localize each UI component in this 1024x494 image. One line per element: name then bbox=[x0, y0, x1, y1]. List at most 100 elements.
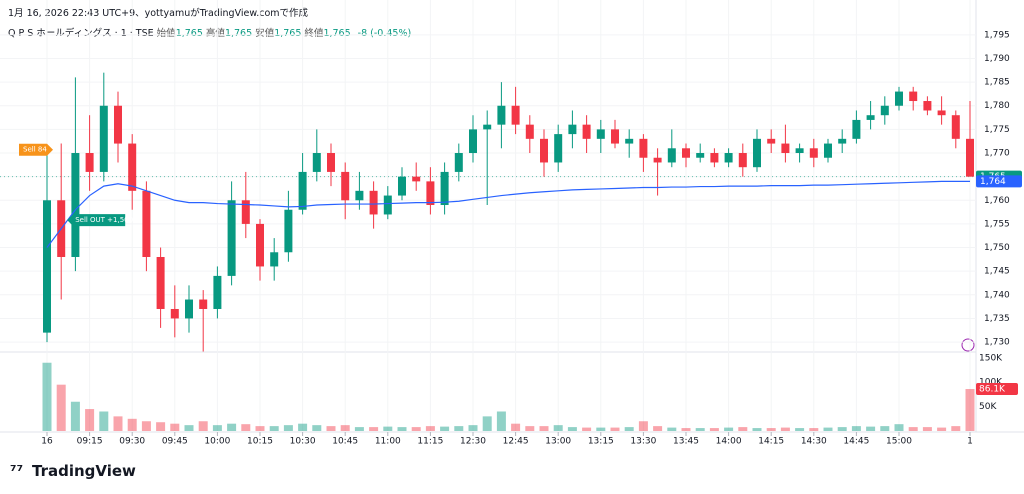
candle-body bbox=[966, 138, 974, 177]
candle-body bbox=[227, 200, 236, 276]
candle-body bbox=[781, 143, 790, 154]
candle-body bbox=[525, 124, 534, 139]
candle-body bbox=[241, 200, 250, 224]
volume-bar bbox=[184, 425, 194, 431]
y-tick-label: 1,745 bbox=[984, 267, 1010, 277]
candle-body bbox=[625, 138, 634, 144]
marker-text: Sell OUT +1,500 bbox=[75, 216, 133, 224]
candle-body bbox=[199, 299, 208, 309]
x-tick-label: 10:00 bbox=[204, 437, 230, 447]
volume-bar bbox=[766, 428, 776, 431]
change: -8 (-0.45%) bbox=[357, 28, 412, 39]
x-tick-label: 13:15 bbox=[588, 437, 614, 447]
candle-body bbox=[582, 124, 591, 139]
y-tick-label: 1,755 bbox=[984, 219, 1010, 229]
volume-tick-label: 100K bbox=[979, 378, 1003, 388]
volume-bar bbox=[255, 426, 265, 431]
candle-body bbox=[43, 200, 51, 333]
legend-items: 始値1,765 高値1,765 安値1,765 終値1,765 bbox=[157, 28, 354, 39]
candle-body bbox=[653, 157, 662, 163]
candle-body bbox=[383, 195, 392, 215]
legend-value: 1,765 bbox=[224, 28, 253, 39]
candle-body bbox=[412, 176, 421, 182]
volume-bar bbox=[425, 426, 435, 431]
x-tick-label: 09:30 bbox=[119, 437, 145, 447]
candle-body bbox=[795, 148, 804, 154]
volume-bar bbox=[880, 426, 890, 431]
candle-body bbox=[540, 138, 548, 163]
volume-bar bbox=[511, 423, 521, 431]
volume-bar bbox=[141, 421, 151, 431]
legend-label: 高値 bbox=[205, 28, 225, 39]
volume-bar bbox=[326, 426, 336, 431]
x-tick-label: 14:30 bbox=[801, 437, 827, 447]
legend-label: 始値 bbox=[156, 28, 176, 39]
candle-body bbox=[99, 105, 108, 172]
candle-body bbox=[838, 138, 847, 144]
candle-body bbox=[696, 153, 705, 158]
candle-body bbox=[355, 190, 364, 201]
volume-bar bbox=[937, 427, 947, 431]
candle-body bbox=[511, 105, 520, 125]
volume-bar bbox=[582, 427, 592, 431]
x-tick-label: 16 bbox=[41, 437, 53, 447]
candle-body bbox=[213, 275, 222, 309]
volume-bar bbox=[482, 416, 492, 431]
volume-tick-label: 50K bbox=[979, 402, 997, 412]
candle-body bbox=[85, 153, 94, 172]
candle-body bbox=[852, 119, 861, 139]
volume-bar bbox=[596, 427, 606, 431]
volume-bar bbox=[198, 421, 208, 431]
x-tick-label: 13:30 bbox=[630, 437, 656, 447]
volume-bar bbox=[851, 426, 861, 431]
volume-bar bbox=[724, 427, 734, 431]
volume-bar bbox=[965, 389, 975, 431]
legend: Q P S ホールディングス · 1 · TSE 始値1,765 高値1,765… bbox=[8, 25, 411, 39]
volume-bar bbox=[539, 426, 549, 431]
volume-bar bbox=[738, 427, 748, 431]
candle-body bbox=[426, 181, 435, 206]
volume-bar bbox=[624, 427, 634, 431]
volume-bar bbox=[227, 423, 237, 431]
volume-bar bbox=[99, 411, 109, 431]
candle-body bbox=[937, 110, 946, 116]
volume-bar bbox=[283, 425, 293, 431]
legend-value: 1,765 bbox=[175, 28, 203, 39]
volume-bar bbox=[837, 427, 847, 431]
candle-body bbox=[156, 256, 165, 309]
candle-body bbox=[824, 143, 832, 158]
candle-body bbox=[71, 153, 80, 257]
candle-body bbox=[327, 153, 335, 172]
candle-body bbox=[185, 299, 193, 319]
volume-bar bbox=[440, 426, 450, 431]
brand: ⁷⁷ TradingView bbox=[10, 462, 136, 480]
candle-body bbox=[724, 153, 733, 163]
volume-bar bbox=[866, 426, 876, 431]
x-tick-label: 09:15 bbox=[77, 437, 103, 447]
alert-icon[interactable] bbox=[961, 338, 975, 352]
volume-bar bbox=[496, 411, 506, 431]
volume-bar bbox=[56, 384, 66, 431]
price-label: 1,764 bbox=[980, 177, 1006, 187]
volume-bar bbox=[269, 426, 279, 431]
volume-bar bbox=[908, 427, 918, 431]
x-tick-label: 13:45 bbox=[673, 437, 699, 447]
candle-body bbox=[568, 124, 577, 135]
candle-body bbox=[142, 190, 151, 257]
volume-label-bg bbox=[976, 383, 1018, 396]
x-tick-label: 11:15 bbox=[417, 437, 443, 447]
volume-bar bbox=[567, 427, 577, 431]
x-tick-label: 1 bbox=[967, 437, 973, 447]
candle-body bbox=[767, 138, 776, 144]
x-tick-label: 09:45 bbox=[162, 437, 188, 447]
candle-body bbox=[256, 223, 264, 267]
candle-body bbox=[880, 105, 889, 116]
candle-body bbox=[312, 153, 321, 172]
volume-tick-label: 150K bbox=[979, 353, 1003, 363]
candle-body bbox=[284, 209, 293, 253]
candle-body bbox=[440, 171, 449, 206]
x-tick-label: 11:00 bbox=[375, 437, 401, 447]
marker-tag bbox=[67, 214, 126, 227]
volume-bar bbox=[454, 426, 464, 431]
